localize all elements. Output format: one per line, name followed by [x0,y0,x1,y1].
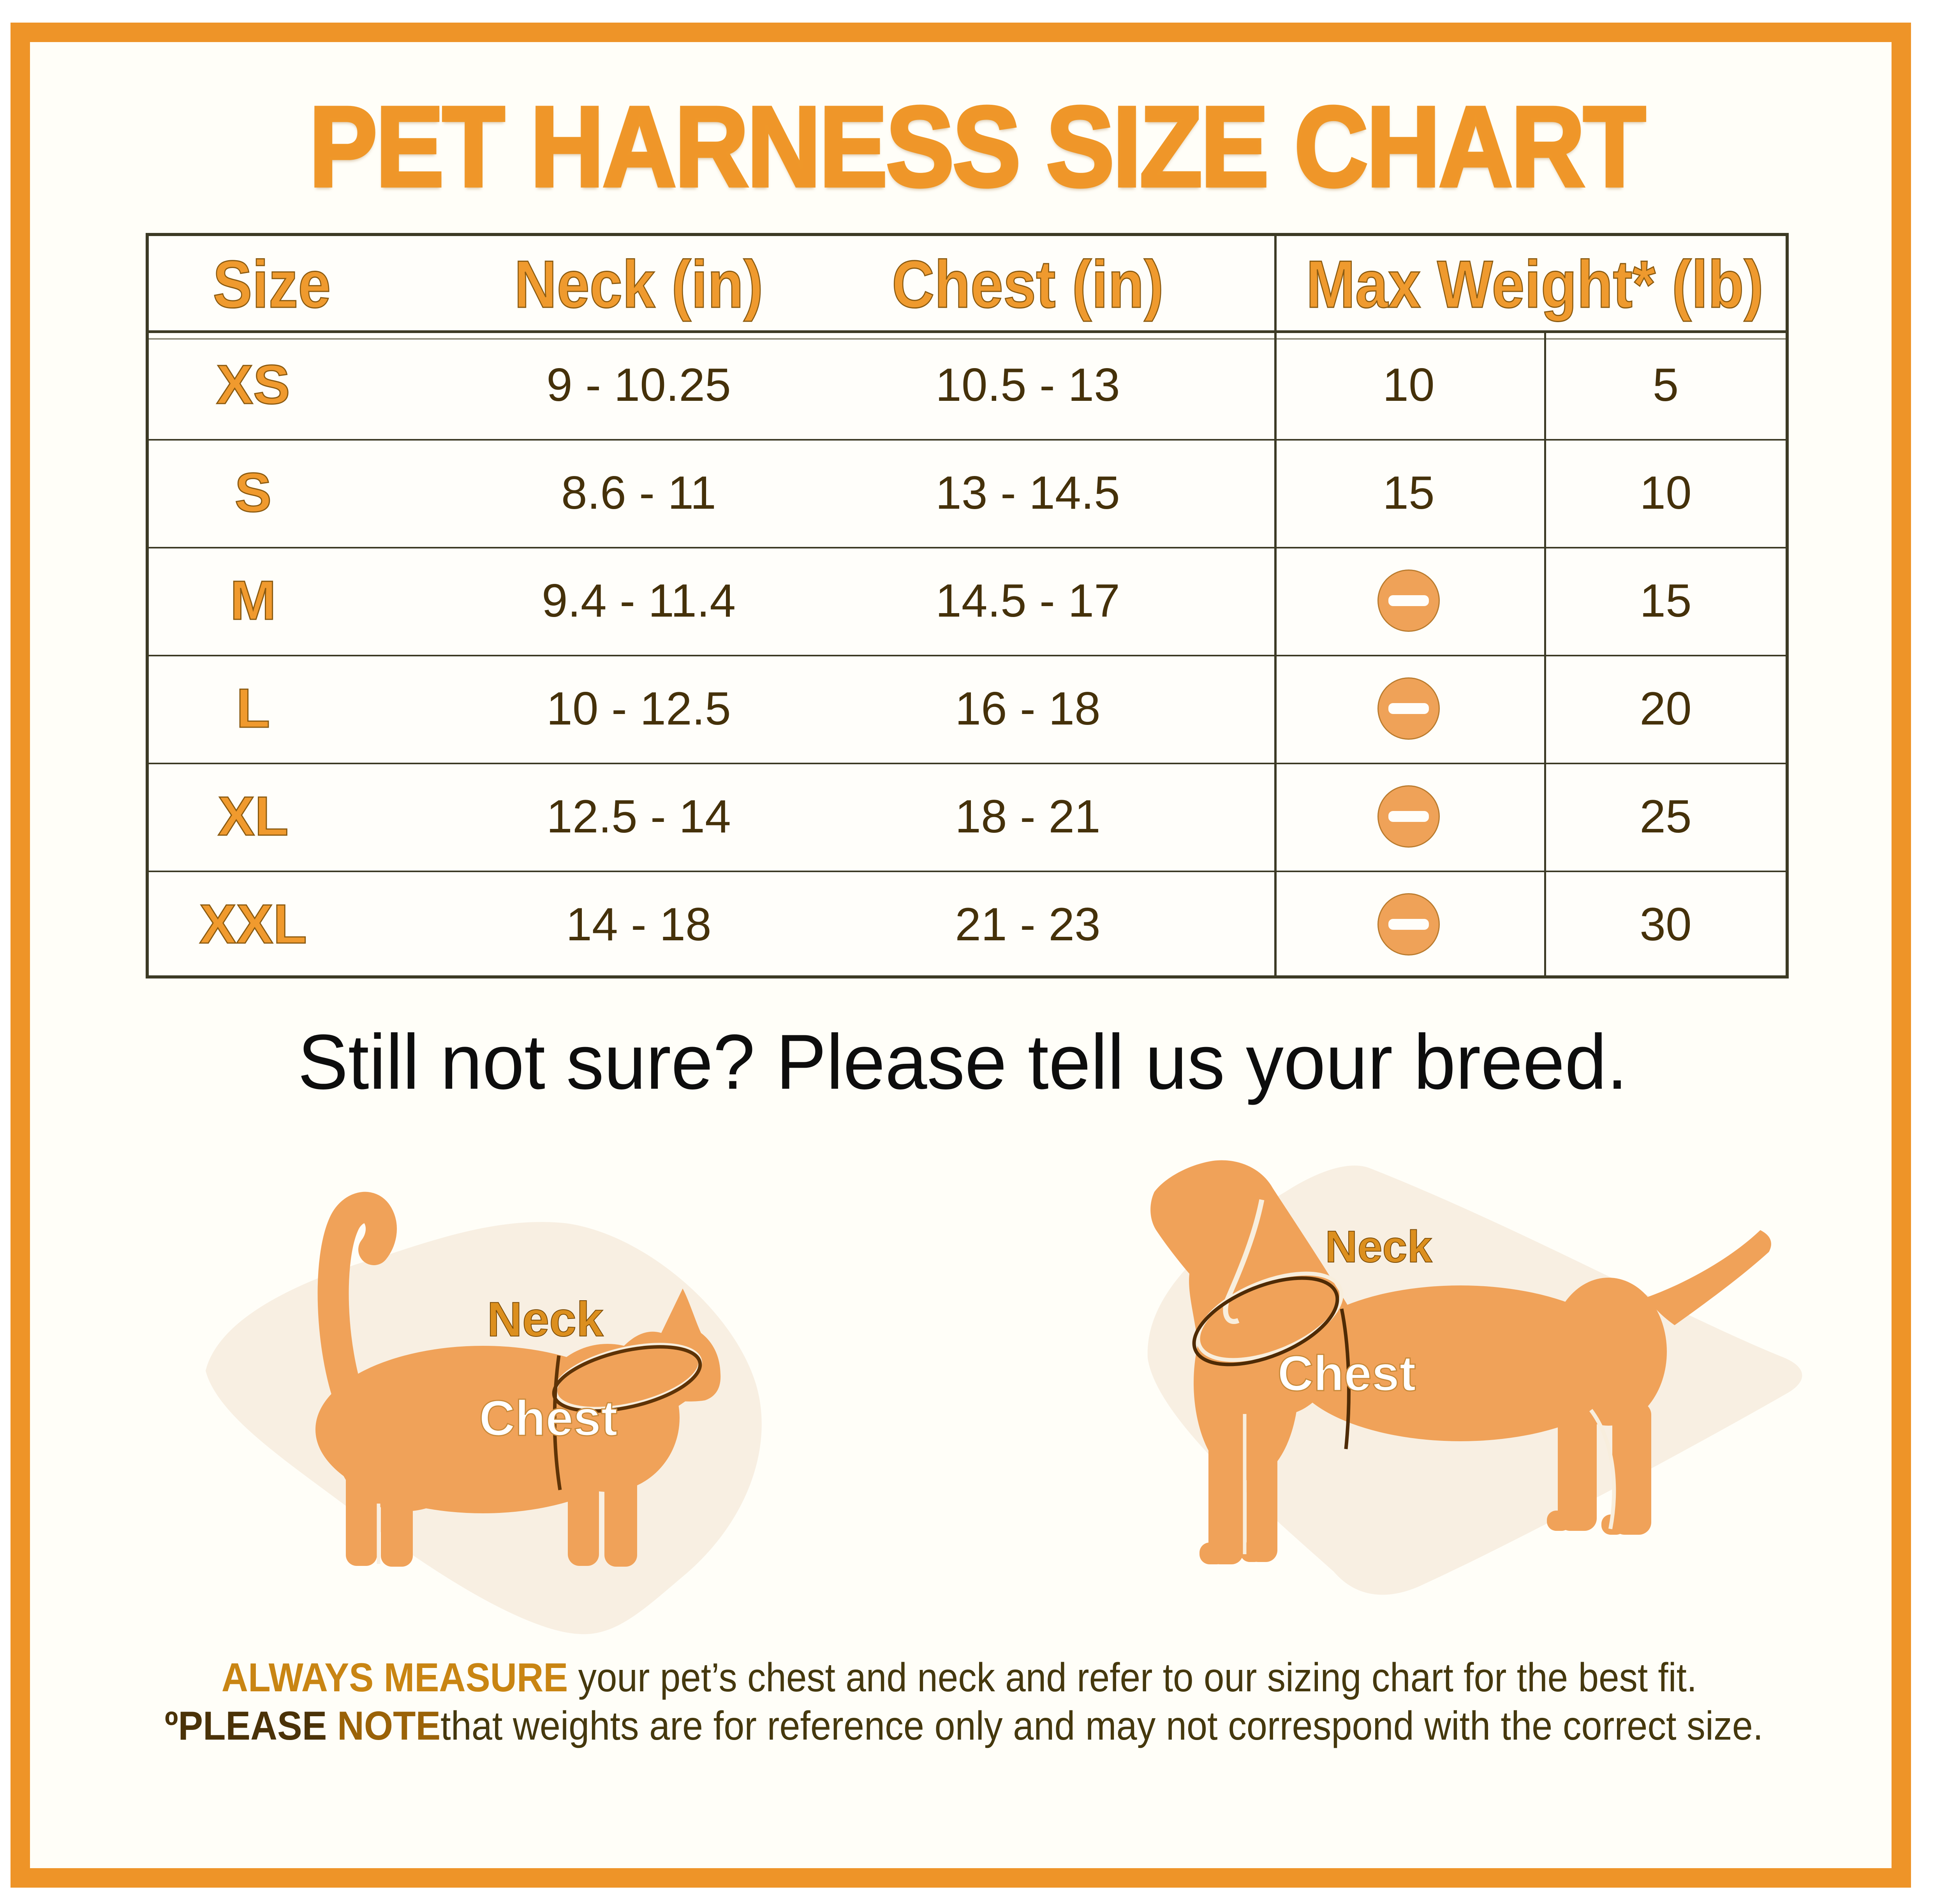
svg-text:Chest: Chest [479,1391,618,1446]
svg-text:Chest: Chest [1277,1346,1416,1402]
svg-text:Neck: Neck [487,1292,604,1347]
svg-text:Neck: Neck [1325,1222,1433,1272]
